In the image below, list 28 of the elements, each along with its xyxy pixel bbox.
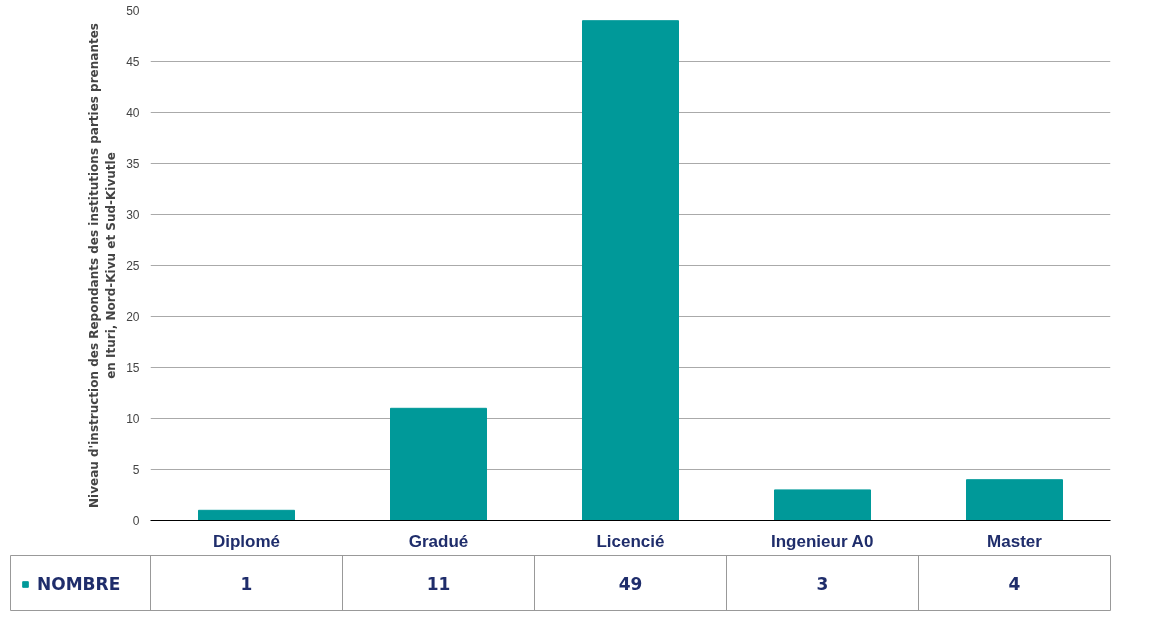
x-tick-label: Diplomé (212, 531, 281, 551)
legend-label: NOMBRE (37, 574, 121, 594)
bar (582, 20, 679, 521)
x-tick-label: Licencié (596, 531, 665, 551)
y-tick-label: 25 (126, 259, 140, 273)
y-tick-label: 35 (126, 157, 140, 171)
y-tick-label: 40 (126, 106, 140, 120)
y-tick-label: 45 (126, 55, 140, 69)
x-tick-label: Master (987, 531, 1043, 551)
data-label: 3 (816, 573, 829, 594)
y-tick-label: 15 (126, 361, 140, 375)
x-tick-label: Gradué (408, 531, 469, 551)
bar (198, 509, 295, 521)
y-tick-label: 0 (132, 514, 140, 528)
x-tick-label: Ingenieur A0 (771, 531, 874, 551)
y-tick-label: 20 (126, 310, 140, 324)
data-label: 4 (1008, 573, 1021, 594)
y-axis-title: Niveau d'instruction des Repondants des institutions parties prenantes en Ituri, Nord-Kivu et Sud-Kivutle (87, 23, 119, 508)
y-tick-label: 10 (126, 412, 140, 426)
data-label: 1 (240, 573, 253, 594)
bar (966, 479, 1063, 521)
data-label: 49 (618, 573, 643, 594)
y-tick-label: 5 (132, 463, 140, 477)
data-label: 11 (426, 573, 451, 594)
bar (390, 407, 487, 521)
bar (774, 489, 871, 521)
y-tick-label: 50 (126, 4, 140, 18)
y-tick-label: 30 (126, 208, 140, 222)
